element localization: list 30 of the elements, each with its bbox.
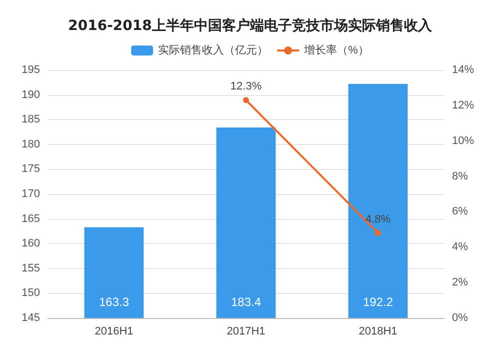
y-tick-label: 195 xyxy=(22,64,40,76)
y2-tick-label: 8% xyxy=(452,170,468,182)
y-tick-label: 170 xyxy=(22,188,40,200)
chart-title: 2016-2018上半年中国客户端电子竞技市场实际销售收入 xyxy=(68,17,433,34)
y-tick-label: 180 xyxy=(22,138,40,150)
y-tick-label: 150 xyxy=(22,287,40,300)
y-tick-label: 185 xyxy=(22,114,40,126)
y-tick-label: 190 xyxy=(22,88,40,101)
y2-tick-label: 10% xyxy=(452,134,474,147)
y2-tick-label: 12% xyxy=(452,99,474,112)
y-tick-label: 160 xyxy=(22,238,40,250)
data-label: 183.4 xyxy=(230,295,262,309)
y-tick-label: 175 xyxy=(22,163,40,176)
data-label: 192.2 xyxy=(362,295,394,309)
data-label: 163.3 xyxy=(98,295,130,309)
x-tick-label: 2018H1 xyxy=(358,326,398,338)
y-tick-label: 155 xyxy=(22,262,40,274)
y2-tick-label: 14% xyxy=(452,64,474,76)
y2-tick-label: 0% xyxy=(452,312,468,324)
data-label: 4.8% xyxy=(365,213,391,226)
y2-tick-label: 6% xyxy=(452,206,468,218)
y-tick-label: 145 xyxy=(22,312,40,324)
x-tick-label: 2017H1 xyxy=(226,326,266,338)
y-tick-label: 165 xyxy=(22,212,40,225)
legend-label: 实际销售收入（亿元） xyxy=(158,44,268,56)
x-tick-label: 2016H1 xyxy=(94,326,134,338)
y2-tick-label: 2% xyxy=(452,276,468,289)
y2-tick-label: 4% xyxy=(452,241,468,254)
data-label: 12.3% xyxy=(230,80,262,93)
legend-label: 增长率（%） xyxy=(303,44,369,56)
